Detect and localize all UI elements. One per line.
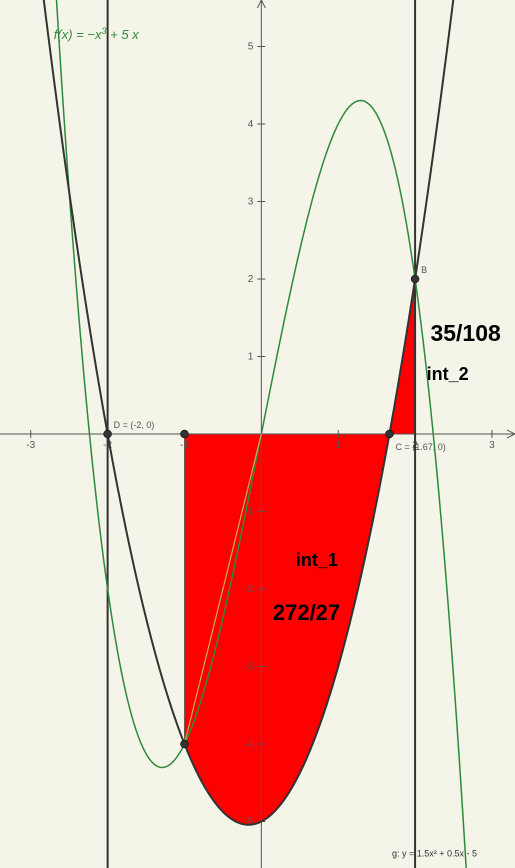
plot-canvas: -3-2-112312345-1-2-3-4-5f(x) = −x3 + 5 x… <box>0 0 515 868</box>
point-label-b: B <box>421 265 427 275</box>
point-a <box>180 430 188 438</box>
y-tick-label: -2 <box>244 584 253 595</box>
point-b <box>411 275 419 283</box>
x-tick-label: -3 <box>26 440 35 451</box>
y-tick-label: 1 <box>248 352 254 363</box>
point-c <box>385 430 393 438</box>
y-tick-label: 3 <box>248 197 254 208</box>
overlay-int1_value: 272/27 <box>273 600 340 625</box>
point-d <box>104 430 112 438</box>
point-label-d: D = (-2, 0) <box>114 420 155 430</box>
x-tick-label: 3 <box>489 440 495 451</box>
y-tick-label: -4 <box>244 739 253 750</box>
curve-g-label: g: y = 1.5x² + 0.5x - 5 <box>392 848 477 858</box>
y-tick-label: 5 <box>248 42 254 53</box>
y-tick-label: 2 <box>248 274 254 285</box>
curve-f-label: f(x) = −x3 + 5 x <box>54 26 139 42</box>
overlay-int2_label: int_2 <box>427 364 469 384</box>
overlay-int1_label: int_1 <box>296 550 338 570</box>
point-label-c: C = (1.67, 0) <box>395 442 445 452</box>
point-v <box>180 740 188 748</box>
x-tick-label: -1 <box>180 440 189 451</box>
overlay-big_fraction: 35/108 <box>430 320 501 346</box>
y-tick-label: -3 <box>244 662 253 673</box>
y-tick-label: 4 <box>248 119 254 130</box>
y-tick-label: -5 <box>244 817 253 828</box>
x-tick-label: 1 <box>335 440 341 451</box>
